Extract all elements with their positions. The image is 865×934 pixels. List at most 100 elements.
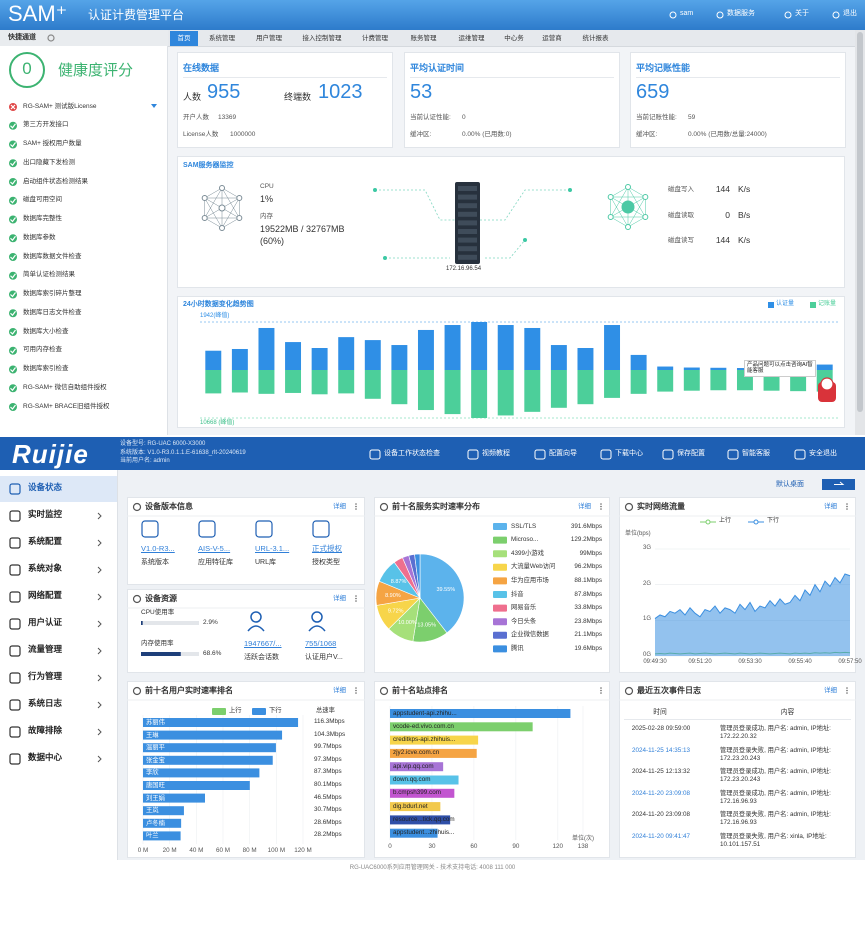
check-item[interactable]: 出口隐藏下发检测 <box>23 158 75 166</box>
tab-active <box>170 31 198 46</box>
bar-name: zjy2.icve.com.cn <box>393 749 440 757</box>
legend-label[interactable]: Microso... <box>511 536 539 544</box>
version-value[interactable]: V1.0-R3... <box>141 544 175 553</box>
card-divider <box>636 77 840 78</box>
menu-item[interactable]: 系统日志 <box>28 698 63 708</box>
menu-item[interactable]: 实时监控 <box>28 509 63 519</box>
event-time: 2024-11-20 09:41:47 <box>631 832 690 840</box>
legend-label[interactable]: 4399小游戏 <box>511 549 544 557</box>
bar <box>143 755 273 765</box>
legend-label[interactable]: 下行 <box>269 707 282 714</box>
tab[interactable]: 运维管理 <box>458 35 485 42</box>
menu-item[interactable]: 行为管理 <box>28 671 63 681</box>
legend-label[interactable]: 上行 <box>719 518 732 524</box>
menu-item[interactable]: 数据中心 <box>28 752 63 762</box>
menu-item[interactable]: 网络配置 <box>28 590 63 600</box>
legend-label[interactable]: 下行 <box>767 518 780 524</box>
menu-icon <box>9 753 21 765</box>
check-item[interactable]: RG-SAM+ 测试版License <box>23 102 97 110</box>
legend-swatch <box>493 550 507 558</box>
check-item[interactable]: 启动组件状态检测结果 <box>23 177 88 185</box>
legend-label[interactable]: 企业微信数据 <box>511 631 549 639</box>
menu-item[interactable]: 用户认证 <box>28 617 63 627</box>
check-item[interactable]: 数据库完整性 <box>23 215 62 222</box>
legend-label[interactable]: 记账量 <box>818 301 837 307</box>
bar-name: 王琳 <box>146 731 159 739</box>
tab[interactable]: 系统管理 <box>209 35 235 42</box>
panel-title: SAM服务器监控 <box>183 162 234 169</box>
menu-item[interactable]: 流量管理 <box>28 644 63 654</box>
check-item[interactable]: 数据库参数 <box>23 233 56 241</box>
nav-item[interactable]: 下载中心 <box>615 450 643 457</box>
tab[interactable]: 计费管理 <box>362 35 388 42</box>
nav-item[interactable]: 设备工作状态检查 <box>384 450 440 457</box>
check-item[interactable]: RG-SAM+ BRACE旧组件授权 <box>23 402 110 410</box>
platform-name: 认证计费管理平台 <box>88 8 185 22</box>
check-item[interactable]: SAM+ 授权用户数量 <box>23 140 82 147</box>
detail-link[interactable]: 详细 <box>333 687 346 694</box>
menu-item[interactable]: 系统配置 <box>28 536 63 546</box>
check-item[interactable]: 数据库大小检查 <box>23 327 69 335</box>
check-item[interactable]: RG-SAM+ 微信自助组件授权 <box>23 383 107 391</box>
version-value[interactable]: 正式授权 <box>312 544 342 553</box>
nav-item[interactable]: 配置向导 <box>549 450 577 457</box>
device-info: 设备型号: RG-UAC 6000-X3000 <box>120 441 206 447</box>
check-item[interactable]: 数据库索引碎片整理 <box>23 290 82 297</box>
tab[interactable]: 运营商 <box>542 35 562 42</box>
detail-link[interactable]: 详细 <box>578 503 591 510</box>
top-link[interactable]: 数据服务 <box>727 10 755 17</box>
check-item[interactable]: 简单认证检测结果 <box>23 271 75 279</box>
legend-label[interactable]: 今日头条 <box>511 617 537 625</box>
nav-item[interactable]: 智能客服 <box>742 450 770 457</box>
nav-item[interactable]: 保存配置 <box>677 450 705 457</box>
table-header-line <box>624 719 851 720</box>
nav-item[interactable]: 安全退出 <box>809 450 837 457</box>
check-item[interactable]: 数据库数据文件检查 <box>23 252 82 260</box>
card-divider <box>410 77 614 78</box>
top-link[interactable]: 退出 <box>843 10 857 17</box>
label: License人数 <box>183 131 219 138</box>
check-item[interactable]: 第三方开发接口 <box>23 121 69 129</box>
legend-label[interactable]: 网易音乐 <box>511 604 537 612</box>
top-link[interactable]: sam <box>680 10 694 17</box>
top-link[interactable]: 关于 <box>795 10 809 17</box>
unit: B/s <box>738 209 751 220</box>
check-item[interactable]: 数据库索引检查 <box>23 365 69 372</box>
version-value[interactable]: URL-3.1... <box>255 544 290 553</box>
check-item[interactable]: 可用内存检查 <box>23 346 62 354</box>
ai-tip[interactable]: 产品问题可以点击咨询AI智能客服 <box>744 360 816 377</box>
legend-label[interactable]: 认证量 <box>776 301 795 307</box>
legend-label[interactable]: 腾讯 <box>511 644 524 652</box>
resource-value[interactable]: 1947667/... <box>244 639 282 648</box>
connector-dot <box>523 238 527 242</box>
version-value[interactable]: AIS-V-5... <box>198 544 231 553</box>
resource-value[interactable]: 755/1068 <box>305 639 337 648</box>
check-item[interactable]: 数据库日志文件检查 <box>23 308 82 316</box>
nav-item[interactable]: 视频教程 <box>482 450 510 457</box>
tab[interactable]: 中心务 <box>504 35 524 42</box>
detail-link[interactable]: 详细 <box>333 595 346 602</box>
resource-icon <box>308 625 326 632</box>
desktop-link[interactable]: 默认桌面 <box>776 481 804 488</box>
menu-item[interactable]: 设备状态 <box>28 482 63 492</box>
legend-label[interactable]: 大流量Web访问 <box>511 563 556 571</box>
legend-label[interactable]: 抖音 <box>511 590 524 598</box>
tab[interactable]: 账务管理 <box>410 35 437 42</box>
menu-item[interactable]: 故障排除 <box>28 725 63 735</box>
detail-link[interactable]: 详细 <box>824 503 837 510</box>
legend-label[interactable]: 华为应用市场 <box>511 576 549 584</box>
menu-item[interactable]: 系统对象 <box>28 563 63 573</box>
tab[interactable]: 接入控制管理 <box>302 35 342 42</box>
legend-label[interactable]: SSL/TLS <box>511 522 537 530</box>
bar <box>710 370 727 391</box>
check-item[interactable]: 磁盘可用空间 <box>23 196 62 204</box>
detail-link[interactable]: 详细 <box>333 503 346 510</box>
tab[interactable]: 首页 <box>177 35 191 42</box>
tab[interactable]: 用户管理 <box>256 35 282 42</box>
bar <box>143 781 250 790</box>
detail-link[interactable]: 详细 <box>824 687 837 694</box>
value-label: 28.2Mbps <box>314 831 342 839</box>
tab[interactable]: 统计报表 <box>582 35 609 42</box>
legend-label[interactable]: 上行 <box>229 707 242 714</box>
